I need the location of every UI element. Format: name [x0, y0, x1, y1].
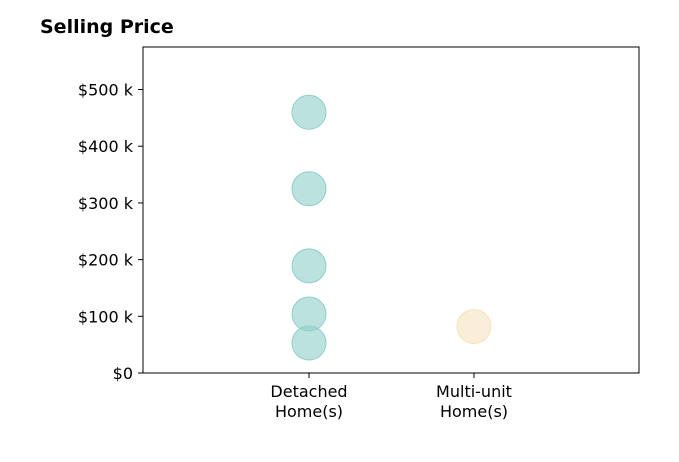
y-tick-label: $0 — [113, 364, 133, 383]
data-point — [291, 248, 327, 284]
x-tick-label: Home(s) — [440, 402, 508, 421]
x-tick-label: Home(s) — [275, 402, 343, 421]
data-point — [291, 296, 327, 332]
data-point — [456, 309, 492, 345]
y-tick-label: $500 k — [78, 81, 134, 100]
data-point — [291, 171, 327, 207]
y-tick-label: $400 k — [78, 137, 134, 156]
x-tick-label: Detached — [270, 382, 347, 401]
x-tick-label: Multi-unit — [436, 382, 512, 401]
y-tick-label: $200 k — [78, 251, 134, 270]
y-tick-label: $100 k — [78, 307, 134, 326]
plot-frame — [142, 46, 640, 374]
chart-title: Selling Price — [40, 16, 174, 38]
data-point — [291, 94, 327, 130]
y-tick-label: $300 k — [78, 194, 134, 213]
